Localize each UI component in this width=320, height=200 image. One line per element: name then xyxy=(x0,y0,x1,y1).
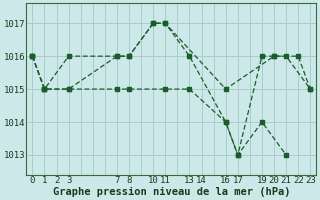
X-axis label: Graphe pression niveau de la mer (hPa): Graphe pression niveau de la mer (hPa) xyxy=(52,186,290,197)
